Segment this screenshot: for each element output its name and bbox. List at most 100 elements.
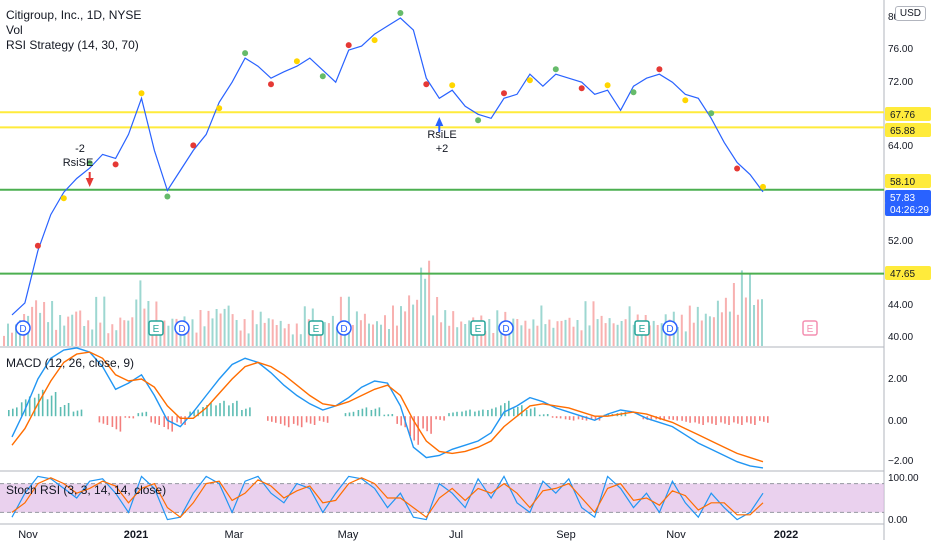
volume-bar <box>47 322 50 346</box>
signal-dot <box>734 165 741 172</box>
volume-bar <box>616 324 619 346</box>
volume-bar <box>500 323 503 346</box>
stoch-k-line <box>11 475 764 521</box>
macd-histogram-bar <box>318 416 321 421</box>
macd-histogram-bar <box>119 416 122 432</box>
signal-dot <box>449 82 456 89</box>
macd-histogram-bar <box>67 403 70 417</box>
volume-bar <box>716 300 719 346</box>
signal-dot <box>164 193 171 200</box>
macd-histogram-bar <box>383 414 386 417</box>
macd-histogram-bar <box>378 407 381 417</box>
volume-bar <box>95 296 98 346</box>
volume-bar <box>676 327 679 346</box>
macd-histogram-bar <box>46 399 49 417</box>
macd-histogram-bar <box>300 416 303 428</box>
volume-bar <box>684 331 687 346</box>
price-badge-bg <box>885 202 931 216</box>
price-line <box>11 17 764 316</box>
volume-bar <box>287 323 290 346</box>
macd-histogram-bar <box>763 416 765 422</box>
macd-histogram-bar <box>210 403 212 417</box>
macd-histogram-bar <box>249 407 251 417</box>
symbol-title[interactable]: Citigroup, Inc., 1D, NYSE <box>6 8 142 22</box>
macd-histogram-bar <box>430 416 432 434</box>
macd-histogram-bar <box>124 416 127 418</box>
signal-dot <box>501 90 507 97</box>
macd-histogram-bar <box>754 416 756 425</box>
macd-histogram-bar <box>461 411 463 417</box>
volume-bar <box>51 301 54 346</box>
macd-histogram-bar <box>676 416 678 421</box>
signal-dot <box>112 161 119 168</box>
volume-bar <box>424 278 427 346</box>
volume-bar <box>291 334 294 346</box>
dividend-badge <box>336 320 352 336</box>
macd-histogram-bar <box>59 407 62 417</box>
macd-histogram-bar <box>309 416 312 424</box>
volume-bar <box>127 320 130 346</box>
volume-bar <box>203 326 206 346</box>
volume-bar <box>556 321 559 346</box>
stoch-tick-label: 0.00 <box>888 515 908 526</box>
volume-bar <box>159 329 162 346</box>
currency-button[interactable]: USD <box>894 6 926 21</box>
macd-histogram-bar <box>759 416 761 421</box>
horizontal-levels[interactable] <box>0 111 884 275</box>
strategy-markers <box>34 10 766 249</box>
volume-bar <box>223 308 226 346</box>
event-badge-label: E <box>153 324 160 335</box>
volume-bar <box>219 313 222 346</box>
volume-bar <box>496 310 499 346</box>
volume-bar <box>580 330 583 346</box>
volume-bar <box>612 323 615 346</box>
volume-bar <box>420 267 423 346</box>
volume-bar <box>404 311 407 346</box>
macd-histogram-bar <box>189 411 191 417</box>
macd-histogram-bar <box>551 416 554 418</box>
macd-histogram-bar <box>452 412 454 417</box>
macd-panel-label: MACD (12, 26, close, 9) <box>6 356 134 370</box>
volume-bar <box>211 318 214 346</box>
price-badge-label: 04:26:29 <box>890 205 929 216</box>
macd-histogram-bar <box>469 409 471 417</box>
signal-dot <box>656 66 663 73</box>
macd-histogram-bar <box>102 416 105 424</box>
macd-histogram-bar <box>54 392 57 417</box>
strategy-label[interactable]: RSI Strategy (14, 30, 70) <box>6 38 139 52</box>
macd-histogram-bar <box>271 416 273 422</box>
macd-histogram-bar <box>72 411 75 417</box>
macd-histogram-bar <box>439 416 441 420</box>
volume-bar <box>251 310 254 346</box>
macd-histogram-bar <box>500 405 502 417</box>
time-tick-label: Nov <box>18 529 38 541</box>
macd-histogram-bar <box>559 416 562 419</box>
volume-label[interactable]: Vol <box>6 23 23 37</box>
volume-bar <box>744 297 747 346</box>
macd-histogram-bar <box>167 416 169 430</box>
event-badge-label: E <box>313 324 320 335</box>
volume-bar <box>761 299 763 346</box>
price-tick-label: 76.00 <box>888 44 913 55</box>
event-badge-label: D <box>340 324 347 335</box>
macd-tick-label: 2.00 <box>888 374 908 385</box>
price-tick-label: 52.00 <box>888 236 913 247</box>
macd-histogram-bar <box>344 413 347 417</box>
stoch-rsi-pane <box>0 475 884 521</box>
macd-histogram-bar <box>296 416 299 426</box>
macd-histogram-bar <box>228 405 230 417</box>
volume-bar <box>680 314 683 346</box>
long-signal-label: RsiLE <box>427 129 456 141</box>
macd-histogram-bar <box>283 416 286 426</box>
signal-dot <box>760 183 766 190</box>
macd-histogram-bar <box>711 416 713 424</box>
macd-histogram-bar <box>145 411 148 417</box>
price-badge-bg <box>885 190 931 204</box>
volume-bar <box>7 323 9 346</box>
volume-bar <box>656 325 659 346</box>
volume-bar <box>115 330 118 346</box>
macd-histogram-bar <box>663 416 665 421</box>
earnings-badge <box>148 320 164 336</box>
